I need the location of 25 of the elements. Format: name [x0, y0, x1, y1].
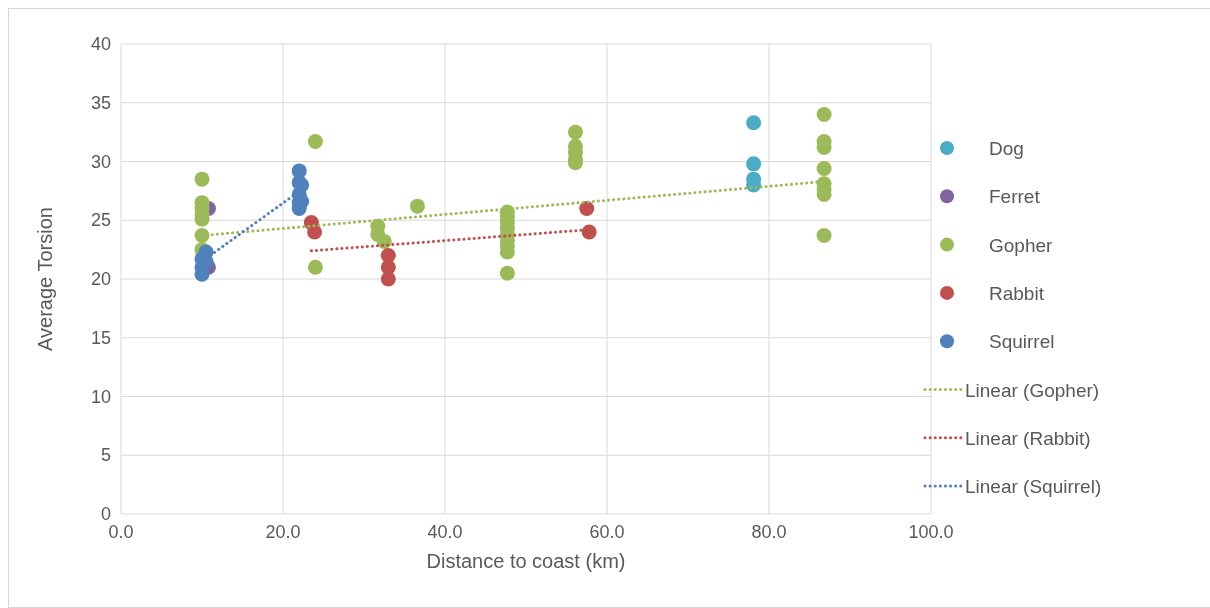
x-tick-label: 80.0	[751, 522, 787, 542]
y-tick-label: 10	[90, 386, 111, 407]
y-tick-label: 40	[90, 34, 111, 54]
legend-label: Linear (Rabbit)	[965, 427, 1091, 449]
legend-label: Rabbit	[989, 282, 1045, 304]
y-axis-title: Average Torsion	[34, 207, 56, 351]
legend-label: Ferret	[989, 186, 1041, 208]
y-tick-label: 25	[90, 210, 111, 231]
x-tick-label: 0.0	[108, 522, 134, 542]
x-tick-label: 100.0	[908, 522, 954, 542]
y-tick-label: 35	[90, 92, 111, 113]
x-tick-label: 20.0	[265, 522, 301, 542]
legend-label: Linear (Squirrel)	[965, 476, 1102, 498]
y-tick-label: 5	[100, 445, 111, 466]
legend-label: Linear (Gopher)	[965, 379, 1100, 401]
x-tick-label: 60.0	[589, 522, 625, 542]
legend-label: Dog	[989, 138, 1024, 159]
y-tick-label: 20	[90, 269, 111, 289]
legend-label: Gopher	[989, 234, 1054, 256]
y-tick-label: 0	[100, 504, 111, 524]
x-tick-label: 40.0	[427, 522, 463, 542]
legend-label: Squirrel	[989, 331, 1055, 353]
y-tick-label: 30	[90, 151, 111, 172]
y-tick-label: 15	[90, 327, 111, 348]
x-axis-title: Distance to coast (km)	[426, 550, 626, 572]
